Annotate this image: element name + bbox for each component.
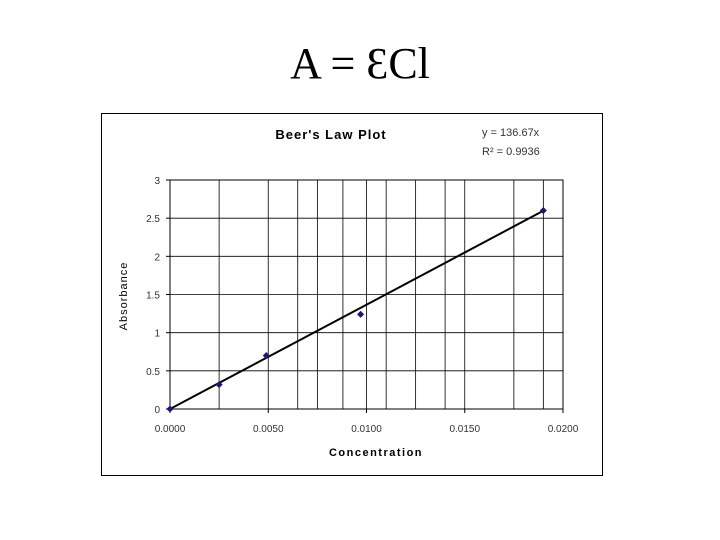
beers-law-chart: 0 0.5 1 1.5 2 2.5 3 0.0000 0.0050 0.0100 0.0150 0.0… [118, 127, 579, 459]
grid-layer [170, 179, 563, 410]
x-tick-label-3: 0.0150 [449, 424, 480, 435]
trend-r-squared: R² = 0.9936 [482, 146, 540, 158]
y-tick-label-2: 1 [154, 329, 160, 340]
y-tick-label-0: 0 [154, 405, 160, 416]
trend-equation: y = 136.67x [482, 127, 540, 139]
x-tick-label-4: 0.0200 [548, 424, 579, 435]
x-tick-label-1: 0.0050 [253, 424, 284, 435]
y-axis-label: Absorbance [118, 262, 130, 331]
slide-title: A = ƐCl [290, 39, 430, 88]
trendline [169, 209, 544, 410]
data-point-0-1 [215, 381, 223, 389]
y-tick-label-1: 0.5 [146, 367, 160, 378]
chart-title: Beer's Law Plot [275, 127, 386, 142]
chart-frame: 0 0.5 1 1.5 2 2.5 3 0.0000 0.0050 0.0100 0.0150 0.0… [101, 113, 603, 476]
data-point-0-0 [166, 405, 174, 413]
data-point-0-2 [262, 352, 270, 360]
y-tick-label-4: 2 [154, 252, 160, 263]
tick-layer: 0 0.5 1 1.5 2 2.5 3 0.0000 0.0050 0.0100 0.0150 0.0… [146, 176, 579, 435]
y-tick-label-5: 2.5 [146, 214, 160, 225]
data-point-0-3 [357, 310, 365, 318]
x-tick-label-2: 0.0100 [351, 424, 382, 435]
x-tick-label-0: 0.0000 [155, 424, 186, 435]
y-tick-label-6: 3 [154, 176, 160, 187]
y-tick-label-3: 1.5 [146, 291, 160, 302]
x-axis-label: Concentration [329, 447, 423, 459]
